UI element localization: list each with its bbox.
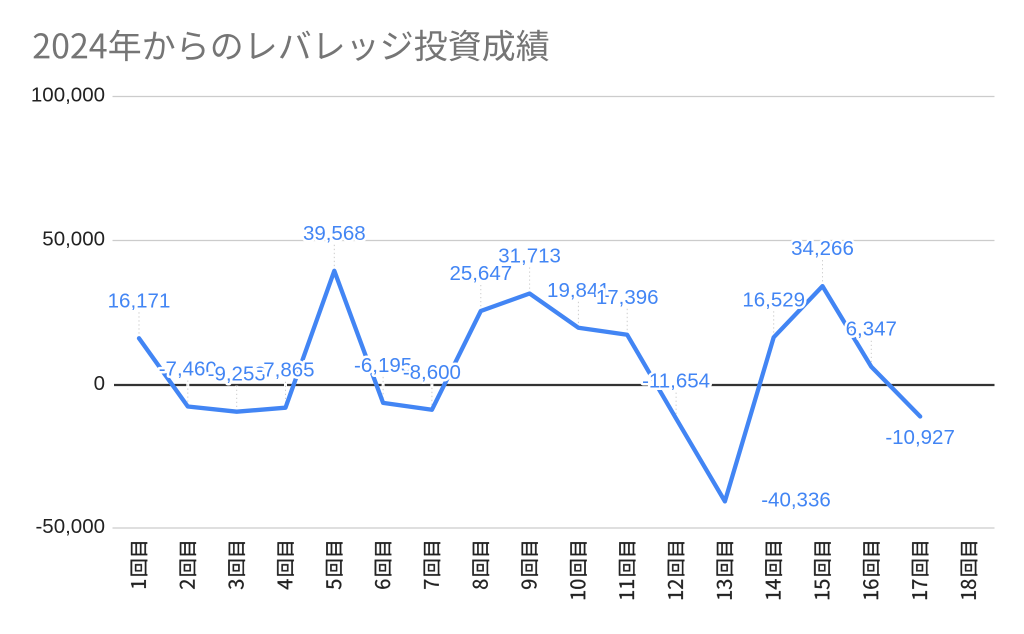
svg-text:19,841: 19,841 bbox=[547, 279, 610, 302]
svg-text:50,000: 50,000 bbox=[42, 228, 105, 251]
svg-text:-7,460: -7,460 bbox=[159, 358, 217, 381]
svg-text:16,171: 16,171 bbox=[108, 289, 171, 312]
svg-text:-8,600: -8,600 bbox=[403, 361, 461, 384]
svg-text:-9,253: -9,253 bbox=[208, 363, 266, 386]
svg-text:-10,927: -10,927 bbox=[885, 426, 955, 449]
svg-text:39,568: 39,568 bbox=[303, 222, 366, 245]
svg-text:-7,865: -7,865 bbox=[256, 359, 314, 382]
svg-text:100,000: 100,000 bbox=[31, 84, 105, 107]
svg-text:31,713: 31,713 bbox=[498, 245, 561, 268]
svg-text:-40,336: -40,336 bbox=[761, 488, 831, 511]
svg-text:-11,654: -11,654 bbox=[642, 370, 710, 393]
svg-text:0: 0 bbox=[94, 372, 105, 395]
svg-text:16,529: 16,529 bbox=[742, 288, 805, 311]
svg-text:17,396: 17,396 bbox=[596, 286, 659, 309]
svg-text:25,647: 25,647 bbox=[449, 262, 512, 285]
svg-text:34,266: 34,266 bbox=[791, 237, 854, 260]
svg-text:6,347: 6,347 bbox=[846, 318, 897, 341]
svg-text:-6,195: -6,195 bbox=[354, 354, 412, 377]
svg-text:-50,000: -50,000 bbox=[35, 515, 105, 538]
